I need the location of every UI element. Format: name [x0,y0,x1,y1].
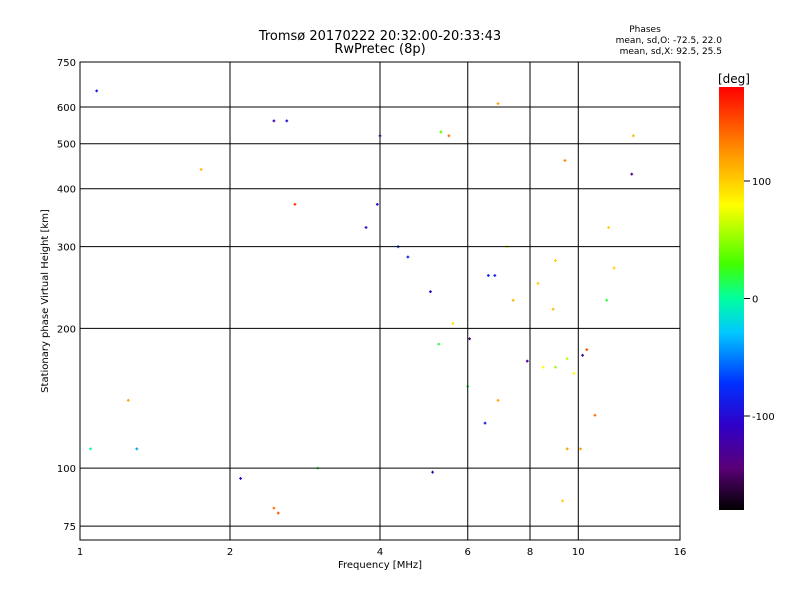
colorbar-tick-label: 0 [752,295,758,306]
scatter-point [429,290,432,294]
scatter-point [239,477,242,480]
scatter-point [605,298,609,302]
scatter-point [483,421,487,425]
scatter-point [451,322,455,325]
scatter-point [375,203,379,206]
scatter-point [536,282,540,285]
scatter-point [585,348,589,352]
y-tick-label: 500 [57,140,76,151]
scatter-point [439,130,443,134]
scatter-point [95,89,99,93]
scatter-point [631,134,635,138]
y-tick-label: 300 [57,243,76,254]
y-tick-label: 75 [63,522,76,533]
scatter-point [554,259,557,262]
scatter-point [486,274,490,277]
scatter-points [89,89,635,515]
scatter-point [565,357,569,361]
x-tick-label: 2 [227,547,233,558]
y-tick-label: 200 [57,324,76,335]
scatter-point [525,359,529,363]
scatter-point [468,337,471,341]
scatter-point [579,447,582,451]
phases-mean-x: mean, sd,X: 92.5, 25.5 [620,47,722,57]
y-axis-label: Stationary phase Virtual Height [km] [40,209,51,393]
scatter-point [272,119,276,123]
y-tick-label: 100 [57,464,76,475]
scatter-point [89,447,92,451]
scatter-point [406,255,410,259]
scatter-point [593,413,597,417]
colorbar-tick-label: -100 [752,412,775,423]
colorbar [719,87,744,510]
scatter-point [565,447,569,451]
x-tick-label: 16 [674,547,687,558]
grid-lines [80,62,680,540]
plot-frame [79,61,681,541]
scatter-point [276,511,280,515]
scatter-point [126,398,130,402]
scatter-point [447,134,451,138]
y-tick-label: 600 [57,103,76,114]
phases-mean-o: mean, sd,O: -72.5, 22.0 [616,36,723,46]
scatter-point [630,172,634,176]
scatter-point [199,168,203,171]
y-tick-labels: 75 100 200 300 400 500 600 750 [57,58,76,533]
x-tick-label: 6 [465,547,471,558]
scatter-point [496,398,500,402]
scatter-point [607,226,610,229]
chart-subtitle: RwPretec (8p) [334,42,425,57]
scatter-point [563,159,567,162]
x-tick-label: 10 [572,547,585,558]
y-tick-label: 750 [57,58,76,69]
x-tick-labels: 1 2 4 6 8 10 16 [77,547,687,558]
scatter-point [541,365,545,369]
scatter-point [612,266,616,270]
colorbar-tick-label: 100 [752,177,771,188]
x-tick-label: 4 [377,547,383,558]
scatter-point [431,470,434,474]
scatter-point [511,298,515,302]
x-tick-label: 1 [77,547,83,558]
scatter-point [554,365,557,369]
colorbar-ticks: 100 0 -100 [744,177,775,423]
scatter-point [293,203,297,206]
scatter-point [561,499,564,503]
scatter-point [493,274,497,277]
scatter-point [581,353,584,357]
scatter-point [285,119,289,123]
x-tick-label: 8 [527,547,533,558]
phases-title: Phases [629,25,661,35]
y-tick-label: 400 [57,185,76,196]
scatter-point [272,506,276,510]
chart-title: Tromsø 20170222 20:32:00-20:33:43 [258,29,501,44]
scatter-point [551,307,555,311]
scatter-point [572,371,576,375]
scatter-point [496,102,500,106]
scatter-point [364,226,368,229]
scatter-point [437,342,441,346]
x-axis-label: Frequency [MHz] [338,560,422,571]
scatter-point [135,447,139,451]
colorbar-label: [deg] [718,72,750,86]
